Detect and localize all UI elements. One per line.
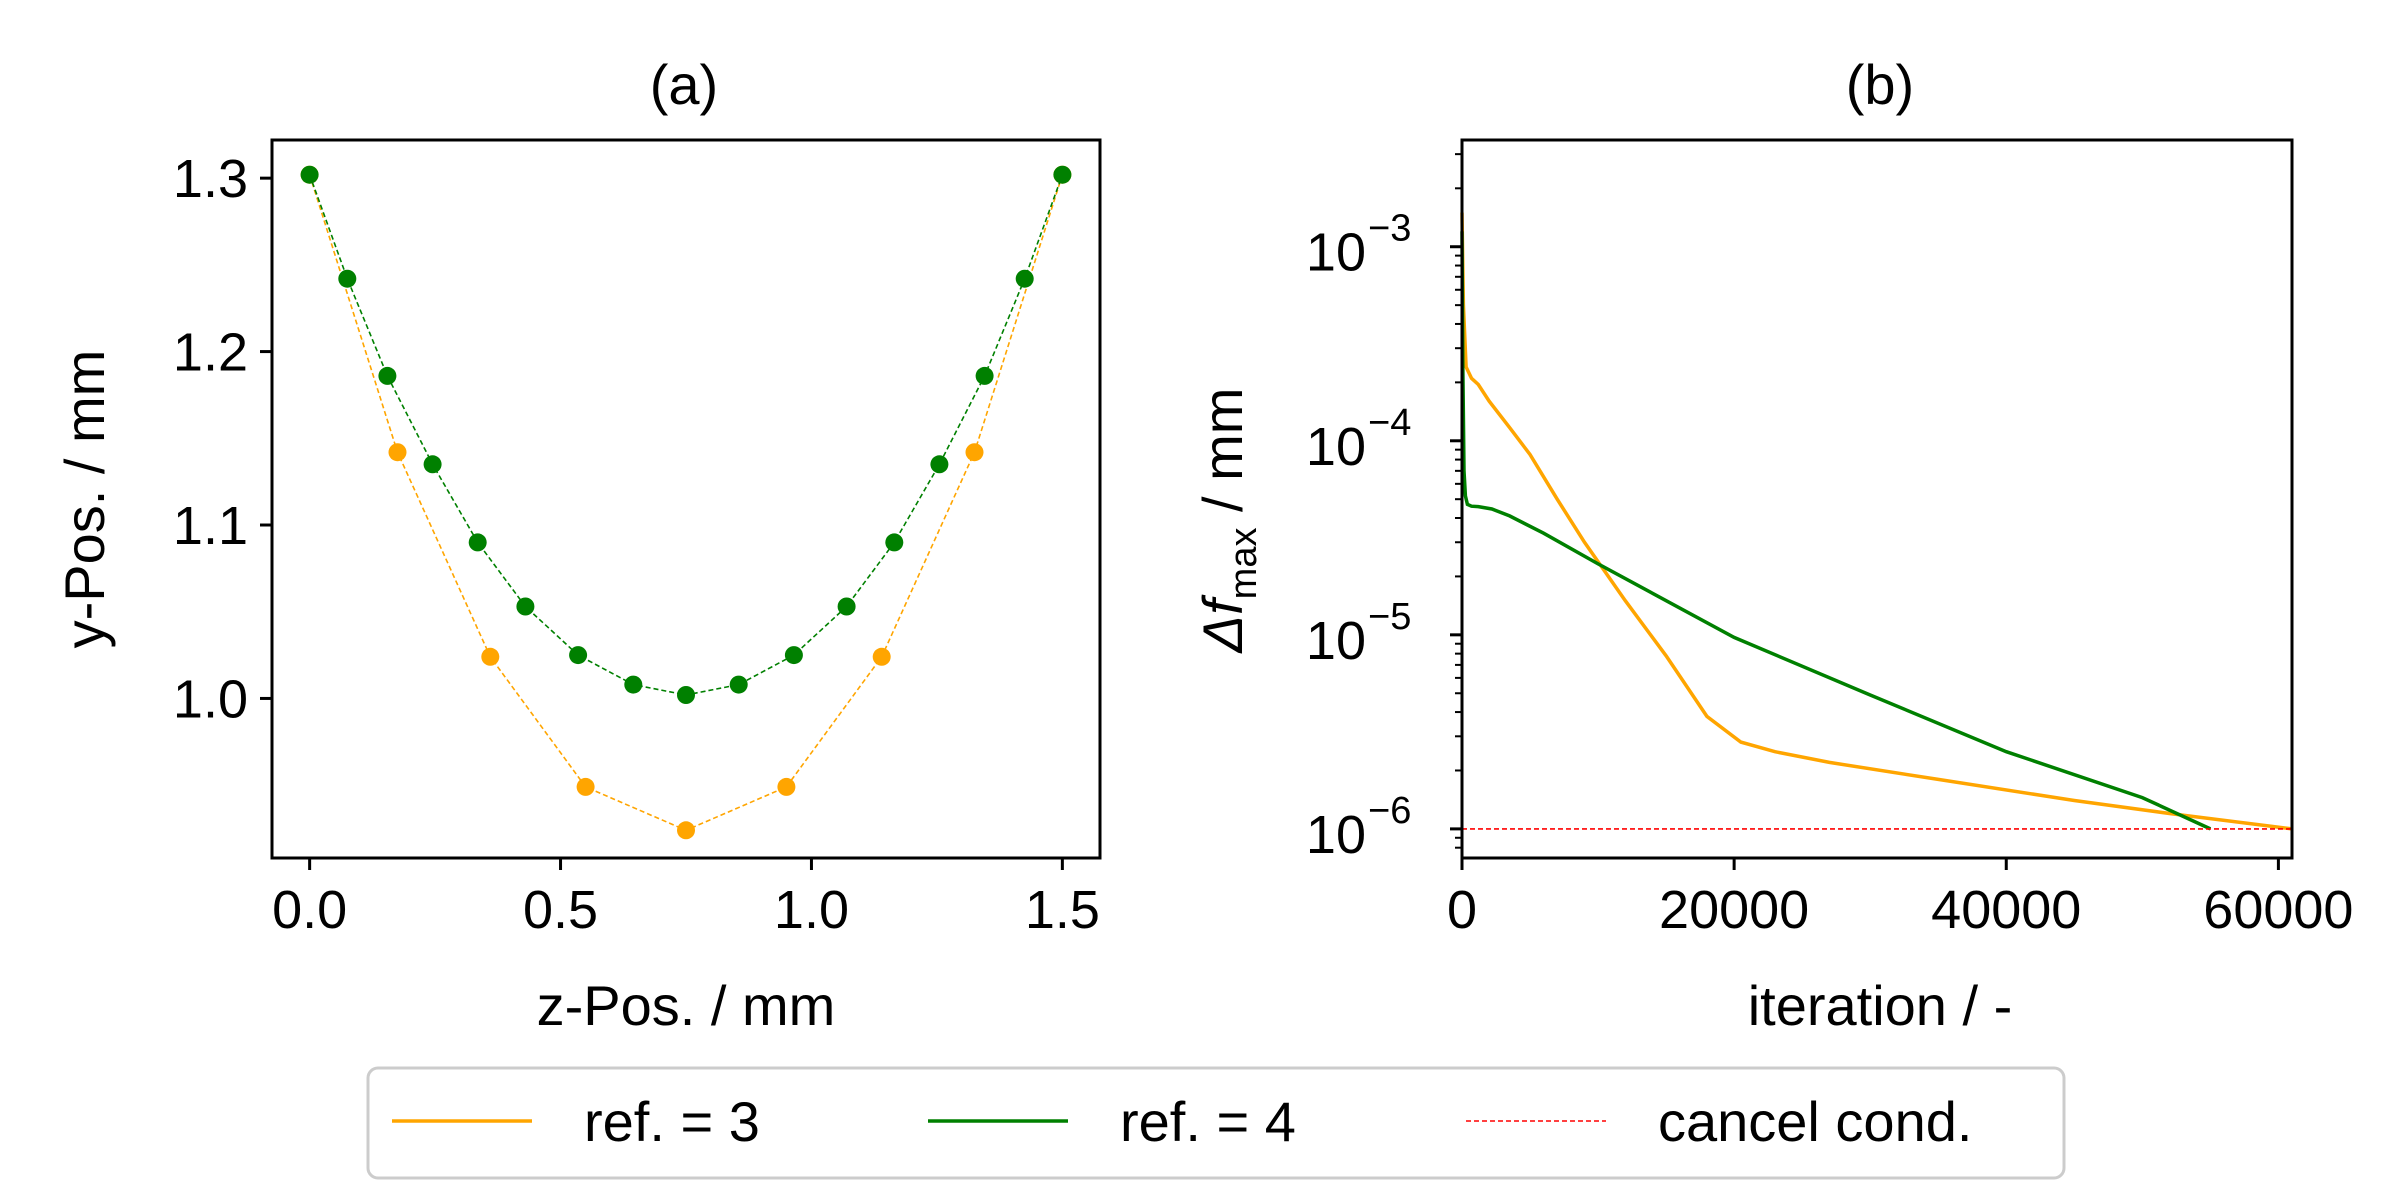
panel-a-y-axis-label: y-Pos. / mm — [53, 350, 116, 649]
panel-a-ytick-label-1: 1.1 — [173, 496, 248, 556]
panel-b-x-axis-label: iteration / - — [1748, 974, 2013, 1037]
panel-a-point-s0-1 — [388, 443, 407, 462]
panel-a-ytick-label-0: 1.0 — [173, 669, 248, 729]
panel-a-xtick-label-0: 0.0 — [272, 880, 347, 940]
panel-b-ytick-exponent-0: −6 — [1368, 790, 1411, 832]
panel-a-series-line-0 — [308, 174, 1064, 832]
panel-b-y-axis-label-sub: max — [1223, 528, 1265, 600]
panel-a-point-s1-16 — [1053, 165, 1072, 184]
panel-a-point-s0-4 — [677, 821, 695, 840]
legend-frame — [366, 1066, 2066, 1180]
panel-a-point-s0-5 — [777, 777, 796, 796]
panel-a-point-s1-2 — [378, 366, 397, 385]
panel-a-point-s1-7 — [624, 675, 643, 694]
panel-a-point-s1-4 — [468, 533, 487, 552]
panel-b-ytick-exponent-3: −3 — [1368, 208, 1411, 250]
panel-b-xtick-label-1: 20000 — [1659, 880, 1809, 940]
panel-a-point-s0-2 — [481, 647, 500, 666]
panel-a-point-s0-7 — [965, 443, 984, 462]
panel-a-point-s0-3 — [576, 777, 595, 796]
panel-a: (a) 0.0 0.5 1.0 1.5 1.0 1.1 1.2 1.3 z-Pos. / m… — [53, 53, 1102, 1037]
panel-b-ytick-exponent-1: −5 — [1368, 596, 1411, 638]
panel-a-point-s1-14 — [975, 366, 994, 385]
legend-label-ref3: ref. = 3 — [584, 1090, 760, 1153]
panel-b-xtick-label-0: 0 — [1447, 880, 1477, 940]
panel-b: (b) 0 20000 40000 60000 10−610−510−410−3 it… — [1191, 53, 2353, 1037]
panel-a-y-ticks: 1.0 1.1 1.2 1.3 — [173, 149, 272, 729]
panel-a-ytick-label-3: 1.3 — [173, 149, 248, 209]
panel-b-y-axis-label-unit: / mm — [1191, 388, 1254, 528]
panel-a-xtick-label-1: 0.5 — [523, 880, 598, 940]
panel-a-point-s1-8 — [677, 686, 695, 704]
panel-a-xtick-label-3: 1.5 — [1025, 880, 1100, 940]
panel-a-x-ticks: 0.0 0.5 1.0 1.5 — [272, 858, 1100, 940]
panel-a-series-line-1 — [308, 174, 1064, 696]
panel-b-y-axis-label-main: Δf — [1191, 594, 1254, 655]
legend: ref. = 3 ref. = 4 cancel cond. — [366, 1066, 2066, 1180]
panel-b-title: (b) — [1846, 53, 1914, 116]
panel-b-series-line-0 — [1460, 212, 2293, 831]
panel-b-plot-area — [1460, 212, 2293, 831]
panel-b-frame — [1460, 138, 2294, 860]
panel-a-point-s1-6 — [569, 646, 588, 665]
panel-a-plot-area — [300, 165, 1072, 840]
panel-b-y-ticks: 10−610−510−410−3 — [1306, 153, 1462, 865]
panel-b-ytick-label-3: 10 — [1306, 223, 1366, 283]
panel-a-point-s1-12 — [885, 533, 904, 552]
panel-a-point-s1-3 — [423, 455, 442, 474]
panel-b-xtick-label-2: 40000 — [1931, 880, 2081, 940]
panel-a-point-s1-15 — [1015, 269, 1034, 288]
legend-label-cancel-cond: cancel cond. — [1658, 1090, 1972, 1153]
panel-b-ytick-label-0: 10 — [1306, 805, 1366, 865]
panel-a-point-s1-9 — [729, 675, 748, 694]
panel-b-ytick-label-1: 10 — [1306, 611, 1366, 671]
panel-a-point-s1-10 — [784, 646, 803, 665]
panel-a-ytick-label-2: 1.2 — [173, 323, 248, 383]
panel-a-point-s1-13 — [930, 455, 949, 474]
panel-b-ytick-exponent-2: −4 — [1368, 402, 1411, 444]
panel-b-series-line-1 — [1460, 231, 2212, 831]
panel-a-point-s1-5 — [516, 597, 535, 616]
panel-a-point-s0-6 — [872, 647, 891, 666]
panel-a-point-s1-1 — [338, 269, 357, 288]
panel-b-xtick-label-3: 60000 — [2203, 880, 2353, 940]
panel-a-xtick-label-2: 1.0 — [774, 880, 849, 940]
panel-a-title: (a) — [650, 53, 718, 116]
legend-label-ref4: ref. = 4 — [1120, 1090, 1296, 1153]
panel-a-x-axis-label: z-Pos. / mm — [537, 974, 836, 1037]
panel-b-x-ticks: 0 20000 40000 60000 — [1447, 858, 2353, 940]
panel-a-frame — [270, 138, 1102, 860]
panel-b-y-axis-label: Δfmax / mm — [1191, 388, 1265, 655]
panel-b-ytick-label-2: 10 — [1306, 417, 1366, 477]
panel-a-point-s1-0 — [300, 165, 319, 184]
panel-a-point-s1-11 — [837, 597, 856, 616]
